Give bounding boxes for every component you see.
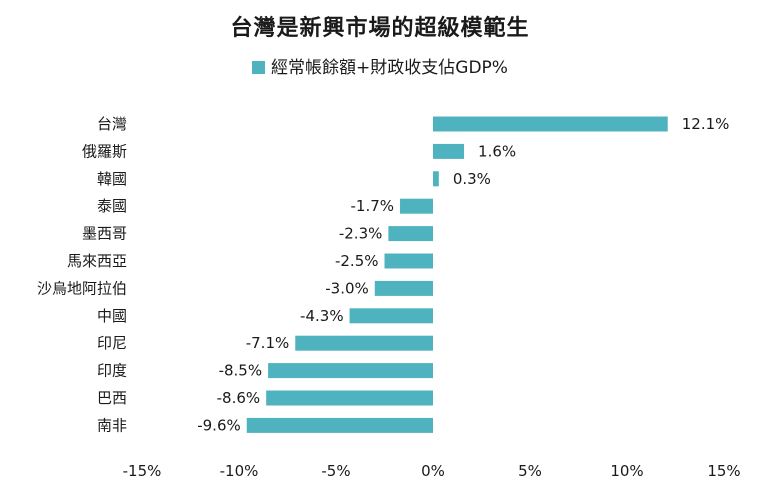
- data-label: 12.1%: [682, 115, 730, 133]
- category-label: 泰國: [97, 197, 127, 215]
- bar-9: [295, 335, 433, 351]
- bar-6: [384, 253, 433, 269]
- data-label: -9.6%: [197, 416, 241, 434]
- data-label: -3.0%: [325, 279, 369, 297]
- category-label: 馬來西亞: [67, 252, 127, 270]
- x-tick-label: -10%: [220, 462, 259, 480]
- x-tick-label: -15%: [123, 462, 162, 480]
- category-label: 俄羅斯: [82, 142, 127, 160]
- x-tick-label: 10%: [610, 462, 643, 480]
- data-label: -8.5%: [219, 362, 263, 380]
- data-label: -2.3%: [339, 225, 383, 243]
- data-label: 1.6%: [478, 142, 516, 160]
- x-tick-label: 5%: [518, 462, 542, 480]
- x-tick-label: 0%: [421, 462, 445, 480]
- legend-label: 經常帳餘額+財政收支佔GDP%: [271, 58, 508, 78]
- legend: 經常帳餘額+財政收支佔GDP%: [0, 53, 760, 78]
- category-label: 韓國: [97, 170, 127, 188]
- bar-11: [266, 390, 433, 406]
- category-label: 印度: [97, 362, 127, 380]
- category-label: 沙烏地阿拉伯: [37, 279, 127, 297]
- bar-3: [433, 171, 439, 187]
- data-label: -7.1%: [246, 334, 290, 352]
- bar-10: [268, 363, 433, 379]
- category-label: 墨西哥: [82, 225, 127, 243]
- data-label: -8.6%: [217, 389, 261, 407]
- category-label: 印尼: [97, 334, 127, 352]
- bar-5: [388, 226, 433, 242]
- data-label: 0.3%: [453, 170, 491, 188]
- category-label: 南非: [97, 416, 127, 434]
- category-label: 台灣: [97, 115, 127, 133]
- bar-2: [433, 143, 465, 159]
- data-label: -4.3%: [300, 307, 344, 325]
- x-tick-label: 15%: [707, 462, 740, 480]
- bar-8: [349, 308, 433, 324]
- bar-12: [246, 417, 433, 433]
- bar-1: [433, 116, 668, 132]
- data-label: -1.7%: [350, 197, 394, 215]
- data-label: -2.5%: [335, 252, 379, 270]
- category-label: 巴西: [97, 389, 127, 407]
- category-label: 中國: [97, 307, 127, 325]
- bar-4: [400, 198, 433, 214]
- legend-swatch: [252, 61, 266, 74]
- bar-7: [374, 280, 433, 296]
- chart-title: 台灣是新興市場的超級模範生: [230, 16, 530, 41]
- x-tick-label: -5%: [321, 462, 350, 480]
